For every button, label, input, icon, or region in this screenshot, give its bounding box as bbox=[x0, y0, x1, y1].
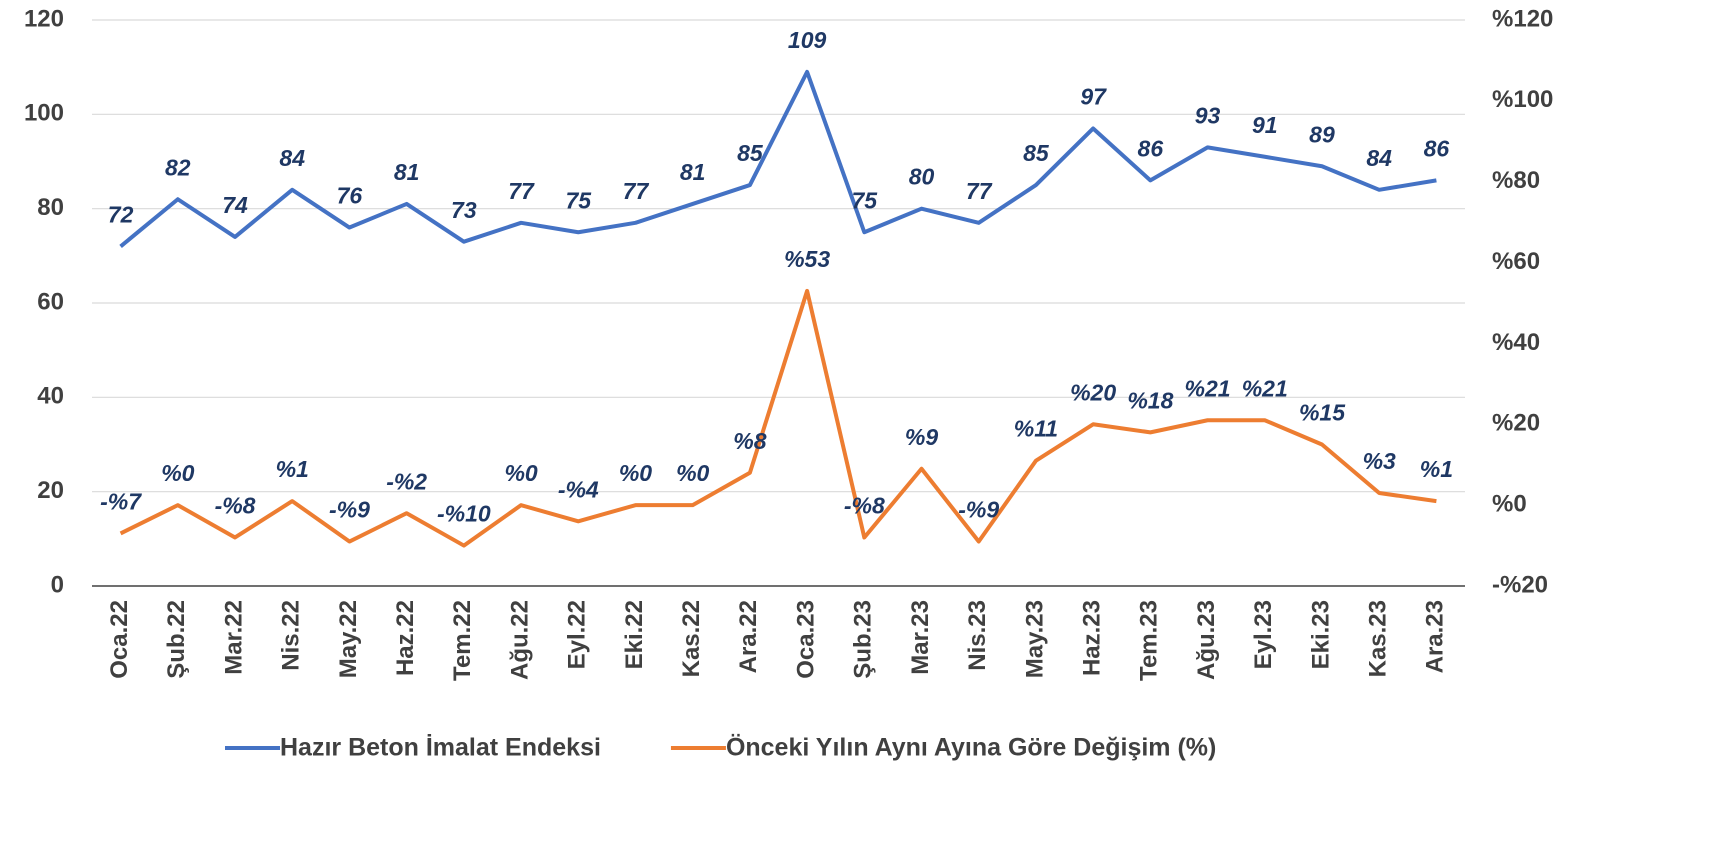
y-tick-label: 0 bbox=[51, 571, 64, 598]
data-label: %3 bbox=[1363, 448, 1396, 474]
x-tick-label: Haz.22 bbox=[392, 600, 419, 676]
data-label: 76 bbox=[337, 183, 363, 209]
data-label: 97 bbox=[1080, 84, 1107, 110]
data-label: %53 bbox=[784, 246, 830, 272]
data-label: %18 bbox=[1127, 387, 1173, 413]
y2-tick-label: %120 bbox=[1492, 5, 1553, 32]
x-tick-label: Kas.22 bbox=[678, 600, 705, 677]
data-label: -%10 bbox=[437, 501, 491, 527]
x-tick-label: Tem.23 bbox=[1136, 600, 1163, 681]
data-label: -%8 bbox=[215, 493, 256, 519]
y-tick-label: 40 bbox=[37, 383, 64, 410]
data-label: -%9 bbox=[958, 497, 999, 523]
x-tick-label: Tem.22 bbox=[449, 600, 476, 681]
x-tick-label: Ağu.23 bbox=[1193, 600, 1220, 680]
data-label: %0 bbox=[676, 460, 709, 486]
x-tick-label: May.23 bbox=[1021, 600, 1048, 678]
legend-label: Hazır Beton İmalat Endeksi bbox=[280, 734, 601, 762]
y2-tick-label: %100 bbox=[1492, 86, 1553, 113]
x-tick-label: Mar.22 bbox=[220, 600, 247, 675]
data-label: 75 bbox=[852, 187, 879, 213]
x-tick-label: Şub.23 bbox=[850, 600, 877, 679]
y2-tick-label: %40 bbox=[1492, 329, 1540, 356]
x-tick-label: Ara.23 bbox=[1422, 600, 1449, 673]
data-label: %21 bbox=[1242, 375, 1288, 401]
data-label: 77 bbox=[508, 178, 535, 204]
x-tick-label: Eyl.23 bbox=[1250, 600, 1277, 669]
x-tick-label: Eki.22 bbox=[621, 600, 648, 669]
data-label: 93 bbox=[1195, 102, 1221, 128]
x-tick-label: Nis.23 bbox=[964, 600, 991, 671]
data-label: %1 bbox=[1420, 456, 1453, 482]
data-label: -%7 bbox=[100, 489, 142, 515]
x-tick-label: Haz.23 bbox=[1078, 600, 1105, 676]
data-label: 77 bbox=[623, 178, 650, 204]
series-line bbox=[119, 69, 1437, 248]
data-label: 75 bbox=[565, 187, 592, 213]
data-label: %0 bbox=[161, 460, 194, 486]
x-tick-label: Kas.23 bbox=[1365, 600, 1392, 677]
y2-tick-label: %20 bbox=[1492, 410, 1540, 437]
data-label: %0 bbox=[504, 460, 537, 486]
data-label: 81 bbox=[394, 159, 420, 185]
y-tick-label: 80 bbox=[37, 194, 64, 221]
x-tick-label: Oca.22 bbox=[106, 600, 133, 679]
data-label: %0 bbox=[619, 460, 652, 486]
x-tick-label: Ara.22 bbox=[735, 600, 762, 673]
y2-tick-label: -%20 bbox=[1492, 571, 1548, 598]
x-tick-label: Şub.22 bbox=[163, 600, 190, 679]
data-label: 91 bbox=[1252, 112, 1278, 138]
data-label: 86 bbox=[1424, 135, 1450, 161]
y2-tick-label: %0 bbox=[1492, 490, 1527, 517]
data-label: 85 bbox=[737, 140, 764, 166]
legend-label: Önceki Yılın Aynı Ayına Göre Değişim (%) bbox=[726, 733, 1216, 762]
data-label: -%4 bbox=[558, 476, 599, 502]
x-tick-label: May.22 bbox=[335, 600, 362, 678]
data-label: 82 bbox=[165, 154, 191, 180]
data-label: %9 bbox=[905, 424, 938, 450]
data-label: 74 bbox=[222, 192, 248, 218]
data-label: %11 bbox=[1014, 416, 1058, 442]
data-label: -%9 bbox=[329, 497, 370, 523]
data-label: 84 bbox=[279, 145, 305, 171]
data-label: %21 bbox=[1185, 375, 1231, 401]
series-line bbox=[119, 288, 1437, 548]
y-tick-label: 100 bbox=[24, 100, 64, 127]
data-label: 84 bbox=[1366, 145, 1392, 171]
y-tick-label: 120 bbox=[24, 5, 64, 32]
data-label: -%8 bbox=[844, 493, 885, 519]
data-label: 80 bbox=[909, 164, 935, 190]
x-tick-label: Mar.23 bbox=[907, 600, 934, 675]
data-label: %8 bbox=[733, 428, 766, 454]
data-label: 109 bbox=[788, 27, 827, 53]
data-label: %15 bbox=[1299, 400, 1346, 426]
data-label: -%2 bbox=[386, 468, 427, 494]
y-tick-label: 60 bbox=[37, 288, 64, 315]
x-tick-label: Eki.23 bbox=[1307, 600, 1334, 669]
data-label: 86 bbox=[1138, 135, 1164, 161]
data-label: 72 bbox=[108, 201, 134, 227]
x-tick-label: Oca.23 bbox=[792, 600, 819, 679]
data-label: 89 bbox=[1309, 121, 1335, 147]
data-label: 85 bbox=[1023, 140, 1050, 166]
data-label: %1 bbox=[276, 456, 309, 482]
x-tick-label: Nis.22 bbox=[278, 600, 305, 671]
data-label: 81 bbox=[680, 159, 706, 185]
data-label: 73 bbox=[451, 197, 477, 223]
data-label: 77 bbox=[966, 178, 993, 204]
y2-tick-label: %80 bbox=[1492, 167, 1540, 194]
y2-tick-label: %60 bbox=[1492, 248, 1540, 275]
y-tick-label: 20 bbox=[37, 477, 64, 504]
x-tick-label: Ağu.22 bbox=[506, 600, 533, 680]
x-tick-label: Eyl.22 bbox=[564, 600, 591, 669]
data-label: %20 bbox=[1070, 379, 1116, 405]
